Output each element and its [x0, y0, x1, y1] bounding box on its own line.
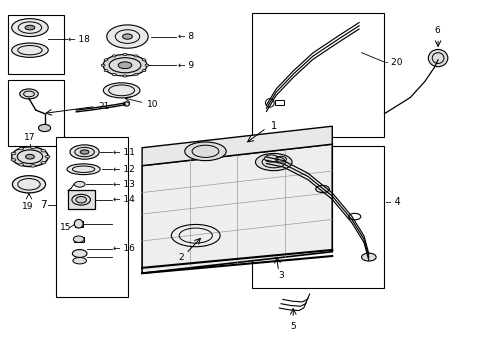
Bar — [75, 221, 82, 226]
Ellipse shape — [427, 49, 447, 67]
Text: 1: 1 — [271, 121, 277, 131]
Text: ← 14: ← 14 — [113, 195, 134, 204]
Text: 5: 5 — [290, 321, 296, 330]
Ellipse shape — [361, 253, 375, 261]
Bar — [56, 137, 128, 297]
Ellipse shape — [184, 142, 226, 161]
Ellipse shape — [142, 69, 146, 72]
Ellipse shape — [45, 156, 50, 158]
Ellipse shape — [103, 54, 147, 76]
Text: ← 13: ← 13 — [113, 180, 135, 189]
Ellipse shape — [41, 161, 46, 164]
Ellipse shape — [74, 220, 83, 228]
Text: 6: 6 — [433, 26, 439, 35]
Text: 2: 2 — [178, 253, 183, 262]
Ellipse shape — [112, 55, 116, 57]
Ellipse shape — [11, 159, 16, 161]
Text: 15: 15 — [60, 223, 71, 232]
Polygon shape — [142, 144, 331, 273]
Ellipse shape — [67, 164, 100, 175]
Ellipse shape — [73, 257, 86, 264]
Text: 21: 21 — [98, 102, 109, 111]
Text: ← 11: ← 11 — [113, 148, 135, 157]
Bar — [275, 100, 284, 105]
Text: ← 18: ← 18 — [68, 35, 90, 44]
Ellipse shape — [39, 125, 51, 132]
Ellipse shape — [30, 165, 35, 167]
Ellipse shape — [118, 62, 132, 69]
Ellipse shape — [30, 146, 35, 149]
Ellipse shape — [123, 53, 127, 55]
Ellipse shape — [12, 176, 45, 193]
Ellipse shape — [103, 83, 140, 98]
Text: 7: 7 — [41, 200, 47, 210]
Ellipse shape — [123, 102, 129, 106]
Ellipse shape — [12, 147, 48, 167]
Ellipse shape — [74, 181, 85, 187]
Bar — [74, 237, 83, 242]
Ellipse shape — [12, 43, 48, 57]
Ellipse shape — [73, 236, 84, 242]
Ellipse shape — [104, 59, 108, 61]
Ellipse shape — [145, 64, 149, 66]
Ellipse shape — [104, 69, 108, 72]
Ellipse shape — [20, 89, 38, 99]
Bar — [251, 13, 384, 137]
Ellipse shape — [11, 152, 16, 155]
Ellipse shape — [255, 153, 291, 171]
Bar — [8, 80, 64, 146]
Ellipse shape — [264, 155, 278, 162]
Ellipse shape — [12, 19, 48, 37]
Text: 3: 3 — [278, 270, 284, 279]
Text: 19: 19 — [22, 202, 33, 211]
Polygon shape — [142, 126, 331, 166]
Ellipse shape — [134, 55, 138, 57]
Ellipse shape — [76, 197, 86, 203]
Text: 10: 10 — [147, 100, 158, 109]
Ellipse shape — [134, 73, 138, 76]
Text: - 20: - 20 — [384, 58, 402, 67]
Bar — [8, 15, 64, 74]
Ellipse shape — [25, 25, 35, 30]
Ellipse shape — [72, 249, 87, 257]
Ellipse shape — [19, 147, 23, 150]
Ellipse shape — [112, 73, 116, 76]
Text: - 4: - 4 — [387, 197, 400, 207]
Ellipse shape — [106, 25, 148, 48]
Ellipse shape — [70, 145, 99, 159]
Text: ← 8: ← 8 — [177, 32, 193, 41]
Bar — [68, 190, 95, 210]
Text: ← 9: ← 9 — [177, 61, 193, 70]
Bar — [251, 146, 384, 288]
Ellipse shape — [19, 163, 23, 166]
Ellipse shape — [122, 34, 132, 39]
Ellipse shape — [41, 149, 46, 152]
Ellipse shape — [80, 150, 89, 154]
Text: ← 12: ← 12 — [113, 165, 134, 174]
Ellipse shape — [315, 185, 329, 193]
Ellipse shape — [25, 154, 34, 159]
Text: ← 16: ← 16 — [113, 244, 135, 253]
Ellipse shape — [142, 59, 146, 61]
Ellipse shape — [123, 75, 127, 77]
Text: 17: 17 — [24, 133, 36, 142]
Ellipse shape — [101, 64, 105, 66]
